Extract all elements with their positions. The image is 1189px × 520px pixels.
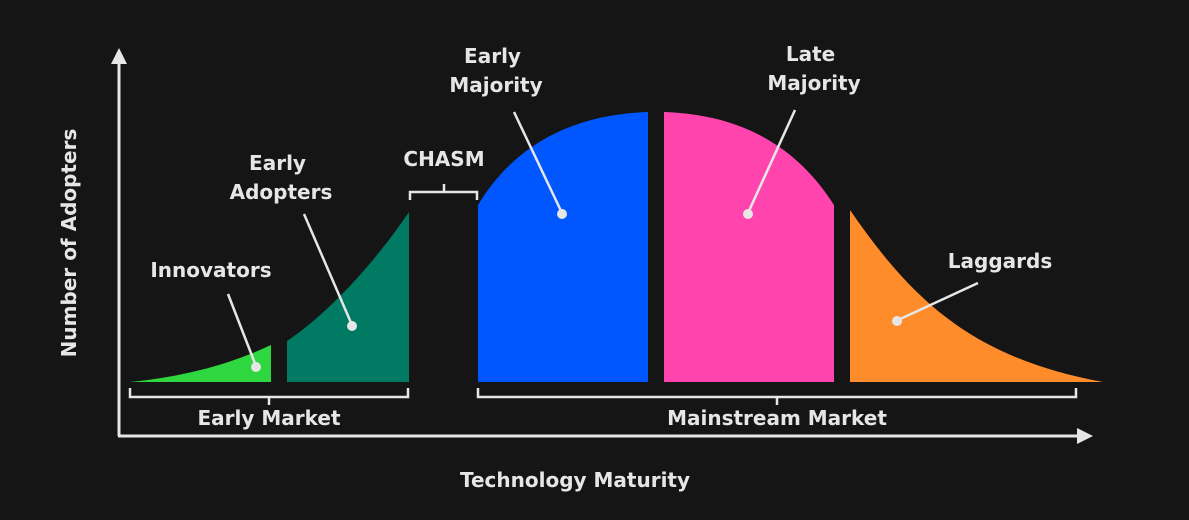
- early-adopters-pointer-dot: [347, 321, 357, 331]
- mainstream-market-bracket: [476, 388, 1078, 405]
- label-late-majority: Late Majority: [767, 42, 860, 95]
- segment-innovators: [130, 345, 271, 382]
- label-innovators: Innovators: [150, 258, 271, 282]
- laggards-pointer-dot: [892, 316, 902, 326]
- y-axis-label: Number of Adopters: [57, 129, 81, 358]
- segment-laggards: [850, 210, 1103, 382]
- laggards-pointer-line: [897, 281, 979, 322]
- label-laggards: Laggards: [948, 249, 1052, 273]
- x-axis-arrow-icon: [1077, 428, 1093, 444]
- x-axis-label: Technology Maturity: [460, 468, 690, 492]
- early-market-label: Early Market: [197, 406, 340, 430]
- innovators-pointer-dot: [251, 362, 261, 372]
- segment-late-majority: [664, 112, 834, 382]
- early-majority-pointer-dot: [557, 209, 567, 219]
- label-early-adopters: Early Adopters: [230, 151, 333, 204]
- chasm-label: CHASM: [403, 147, 484, 171]
- late-majority-pointer-dot: [743, 209, 753, 219]
- late-majority-pointer-line: [746, 109, 797, 214]
- label-early-majority: Early Majority: [449, 44, 542, 97]
- y-axis-arrow-icon: [111, 48, 127, 64]
- early-adopters-pointer-line: [302, 213, 354, 326]
- segment-early-adopters: [287, 212, 409, 382]
- segment-early-majority: [478, 112, 648, 382]
- innovators-pointer-line: [226, 293, 258, 367]
- chasm-bracket: [408, 184, 479, 200]
- mainstream-market-label: Mainstream Market: [667, 406, 887, 430]
- early-majority-pointer-line: [512, 111, 564, 214]
- early-market-bracket: [128, 388, 410, 405]
